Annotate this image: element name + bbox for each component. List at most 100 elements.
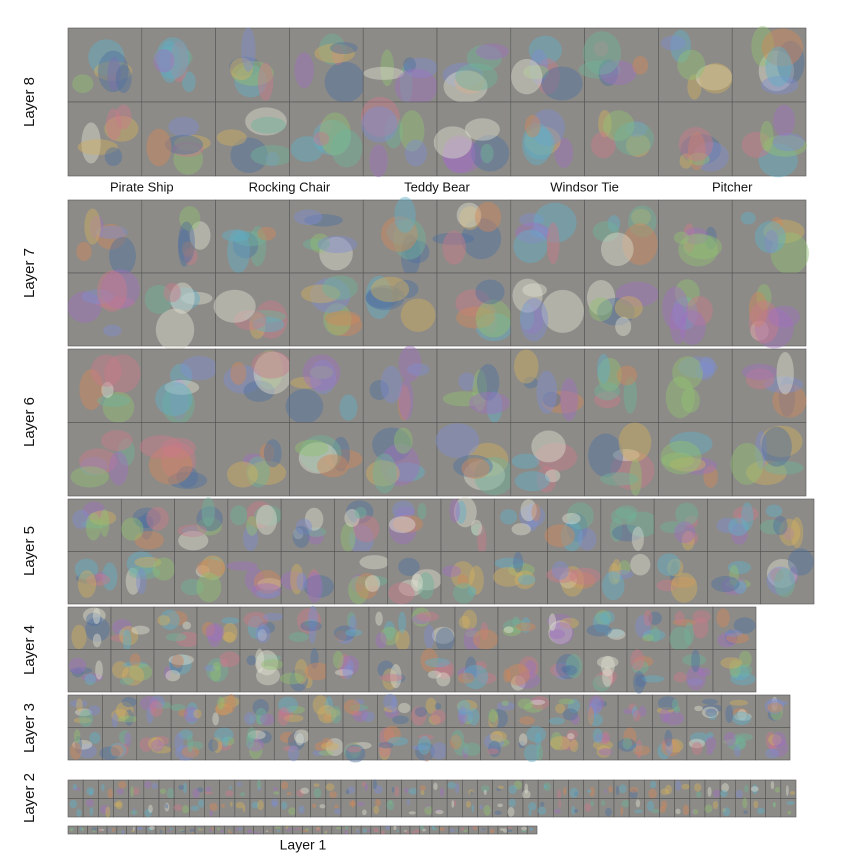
tile-pattern	[81, 520, 109, 529]
tile-pattern	[707, 786, 712, 797]
tile-pattern	[151, 737, 158, 749]
tile-pattern	[691, 649, 701, 673]
tile	[215, 422, 290, 497]
tile-pattern	[599, 669, 618, 684]
tile-pattern	[745, 368, 775, 390]
tile-pattern	[687, 678, 704, 686]
tile-pattern	[611, 558, 622, 584]
tile-pattern	[458, 615, 470, 629]
tile-pattern	[757, 807, 765, 815]
tile-pattern	[708, 712, 717, 720]
tile-pattern	[489, 730, 507, 743]
tile-pattern	[271, 801, 279, 805]
tile-pattern	[774, 787, 781, 793]
tile-pattern	[435, 423, 480, 459]
tile-pattern	[250, 144, 294, 166]
tile-pattern	[454, 741, 469, 756]
tile-pattern	[257, 786, 261, 792]
tile-pattern	[479, 804, 484, 810]
tile-pattern	[763, 134, 807, 157]
tile-pattern	[230, 801, 233, 807]
tile-pattern	[665, 784, 672, 795]
tile-pattern	[772, 731, 786, 748]
tile-pattern	[607, 215, 621, 232]
tile-pattern	[280, 781, 289, 790]
tile-pattern	[471, 804, 475, 813]
tile-pattern	[727, 560, 751, 575]
tile-pattern	[361, 106, 398, 143]
tile-pattern	[232, 231, 259, 259]
tile	[362, 101, 438, 177]
tile-pattern	[765, 46, 792, 87]
tile-pattern	[255, 624, 271, 644]
tile-pattern	[631, 709, 639, 716]
tile-pattern	[241, 27, 256, 72]
tile-pattern	[789, 790, 796, 795]
tile-pattern	[304, 828, 310, 831]
tile-pattern	[560, 521, 583, 552]
tile-pattern	[166, 610, 188, 626]
tile-pattern	[463, 627, 481, 653]
tile-pattern	[251, 583, 282, 599]
tile-pattern	[494, 810, 502, 816]
tile-pattern	[512, 278, 543, 313]
tile	[731, 348, 807, 423]
tile-pattern	[455, 500, 467, 524]
tile-pattern	[608, 562, 620, 585]
tile-pattern	[79, 448, 118, 475]
tile-pattern	[600, 472, 639, 486]
tile-pattern	[790, 517, 804, 549]
tile-pattern	[725, 629, 743, 637]
tile-pattern	[536, 744, 544, 761]
tile-pattern	[411, 607, 431, 627]
tile-pattern	[118, 780, 127, 789]
tile-pattern	[783, 527, 795, 541]
tile-pattern	[524, 114, 541, 138]
tile-pattern	[255, 650, 279, 676]
tile-pattern	[395, 506, 416, 518]
tile-pattern	[175, 745, 196, 761]
tile-pattern	[744, 784, 749, 793]
tile-pattern	[592, 739, 613, 751]
tile-pattern	[186, 702, 198, 719]
tile-pattern	[220, 803, 226, 808]
tile-pattern	[536, 466, 557, 493]
tile-pattern	[393, 219, 426, 260]
tile-pattern	[767, 702, 784, 713]
tile-pattern	[630, 553, 651, 576]
tile-pattern	[489, 737, 510, 747]
tile-pattern	[602, 667, 613, 687]
tile-pattern	[356, 829, 360, 834]
tile-pattern	[151, 745, 172, 754]
tile-pattern	[146, 128, 172, 167]
tile-pattern	[553, 809, 561, 814]
tile	[141, 348, 216, 423]
tile	[67, 27, 143, 103]
tile-pattern	[761, 28, 804, 67]
tile-pattern	[727, 738, 747, 751]
tile-pattern	[316, 827, 320, 830]
tile-pattern	[237, 781, 243, 787]
tile-pattern	[342, 664, 353, 680]
tile	[153, 606, 198, 650]
tile-pattern	[508, 563, 535, 577]
tile-pattern	[772, 383, 807, 418]
tile-pattern	[72, 783, 78, 791]
tile-pattern	[614, 121, 655, 156]
tile-pattern	[436, 672, 451, 687]
tile-pattern	[741, 502, 754, 531]
tile-pattern	[347, 786, 356, 794]
tile-pattern	[348, 615, 357, 634]
tile-pattern	[469, 565, 484, 595]
tile-pattern	[674, 706, 681, 714]
tile-pattern	[602, 110, 635, 141]
tile-pattern	[161, 442, 197, 480]
tile-pattern	[86, 612, 102, 627]
tile-pattern	[521, 826, 528, 831]
tile-pattern	[139, 512, 154, 540]
tile-pattern	[156, 37, 190, 80]
tile-pattern	[91, 827, 97, 831]
tile-pattern	[393, 427, 413, 454]
tile-pattern	[462, 664, 489, 690]
